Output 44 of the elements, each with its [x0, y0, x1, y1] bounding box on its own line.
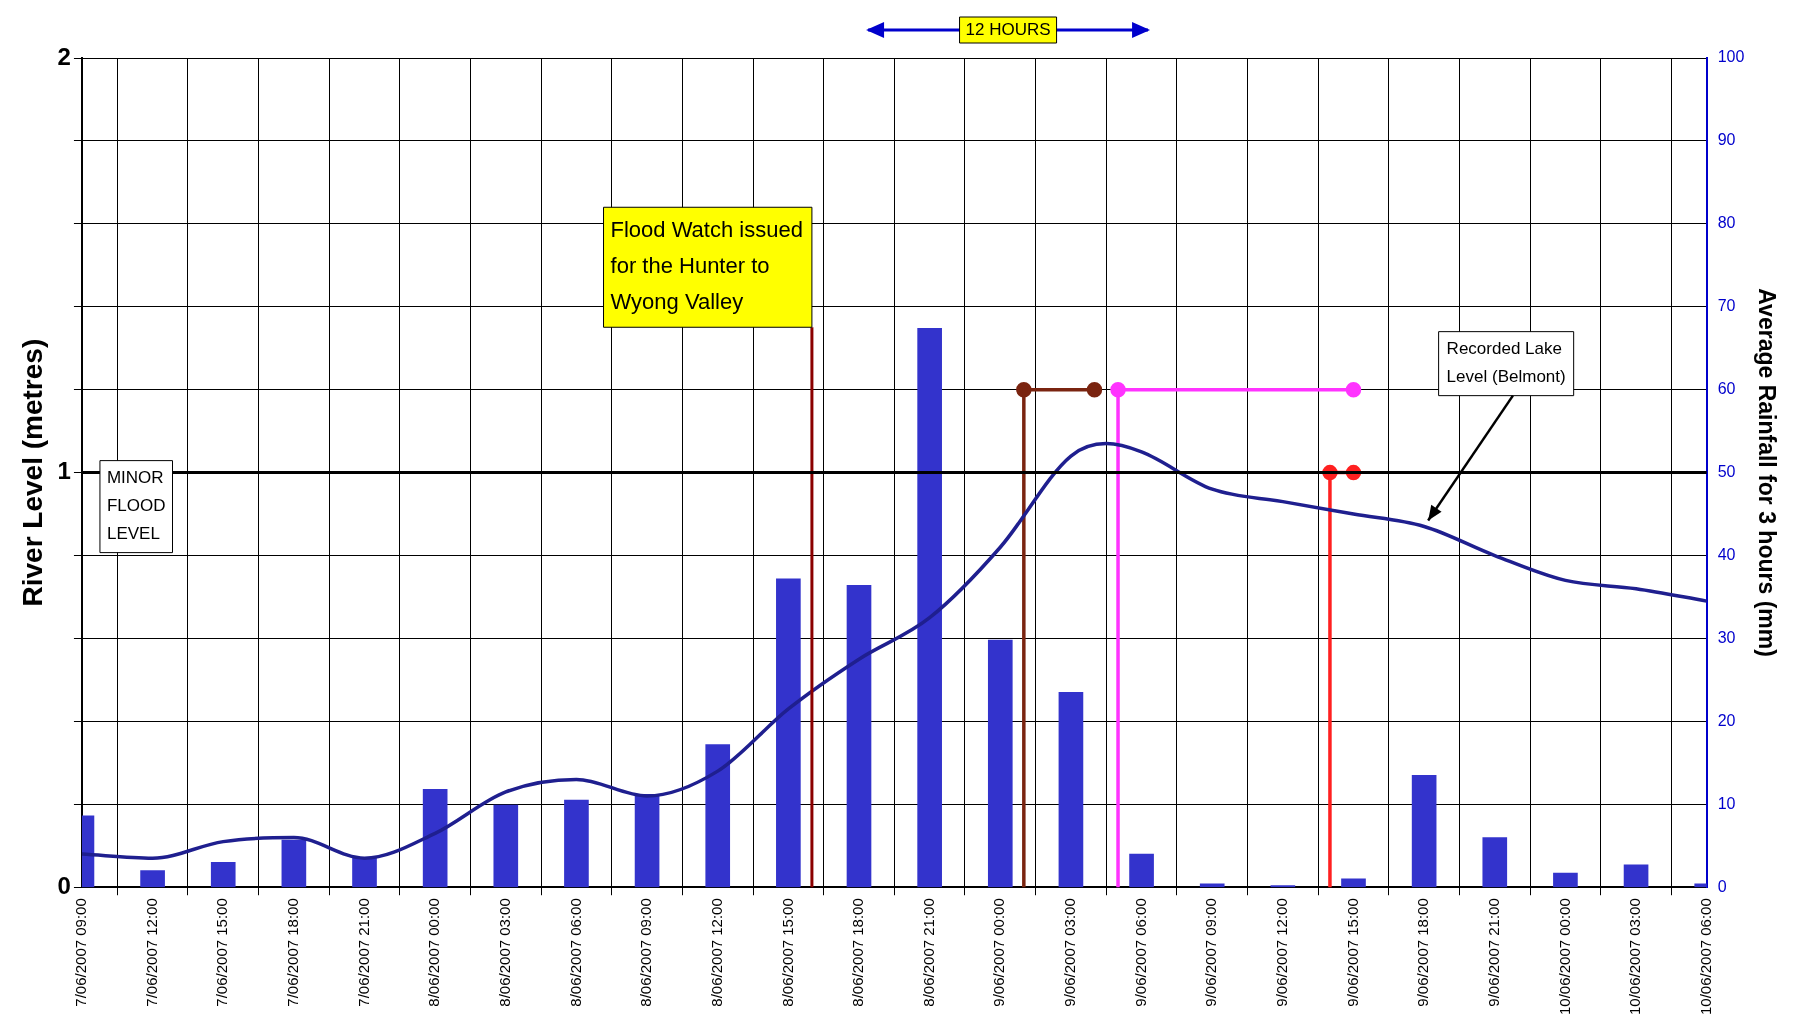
x-tick-label: 9/06/2007 03:00: [1061, 898, 1079, 1007]
y2-tick-label: 50: [1717, 463, 1736, 481]
text: 12 HOURS: [965, 19, 1051, 39]
y-tick-label: 0: [57, 871, 71, 899]
x-tick-label: 7/06/2007 18:00: [284, 898, 302, 1007]
y2-tick-label: 80: [1717, 214, 1736, 232]
x-tick-label: 8/06/2007 15:00: [778, 898, 796, 1007]
x-tick-label: 7/06/2007 12:00: [142, 898, 160, 1007]
y2-tick-label: 100: [1717, 48, 1745, 66]
x-tick-label: 9/06/2007 00:00: [990, 898, 1008, 1007]
x-tick-label: 8/06/2007 09:00: [637, 898, 655, 1007]
y-tick-label: 1: [57, 457, 71, 485]
x-tick-label: 9/06/2007 18:00: [1414, 898, 1432, 1007]
x-tick-label: 7/06/2007 15:00: [213, 898, 231, 1007]
x-tick-label: 9/06/2007 15:00: [1343, 898, 1361, 1007]
x-tick-label: 8/06/2007 03:00: [495, 898, 513, 1007]
x-tick-label: 8/06/2007 18:00: [849, 898, 867, 1007]
y2-tick-label: 60: [1717, 380, 1736, 398]
text: Recorded Lake Level (Belmont): [1446, 339, 1566, 387]
x-tick-label: 8/06/2007 12:00: [707, 898, 725, 1007]
x-tick-label: 9/06/2007 12:00: [1273, 898, 1290, 1007]
x-tick-label: 9/06/2007 21:00: [1484, 898, 1502, 1007]
x-tick-label: 7/06/2007 09:00: [72, 898, 90, 1007]
x-tick-label: 9/06/2007 09:00: [1202, 898, 1220, 1007]
y2-tick-label: 0: [1717, 877, 1727, 895]
ref-line-label: Flood Watch issued for the Hunter to Wyong Valley: [610, 217, 803, 315]
x-tick-label: 10/06/2007 03:00: [1626, 898, 1644, 1015]
x-tick-label: 9/06/2007 06:00: [1131, 898, 1149, 1007]
ref-line-label: MINOR FLOOD LEVEL: [106, 468, 166, 544]
y2-tick-label: 20: [1717, 711, 1736, 729]
y2-axis-title: Average Rainfall for 3 hours (mm): [1753, 288, 1780, 657]
x-tick-label: 8/06/2007 00:00: [425, 898, 443, 1007]
y2-tick-label: 40: [1717, 545, 1736, 563]
x-tick-label: 10/06/2007 06:00: [1696, 898, 1714, 1015]
x-tick-label: 10/06/2007 00:00: [1555, 898, 1573, 1015]
x-tick-label: 8/06/2007 06:00: [566, 898, 584, 1007]
y-axis-title: River Level (metres): [16, 338, 48, 607]
y2-tick-label: 70: [1717, 297, 1736, 315]
y2-tick-label: 10: [1717, 794, 1736, 812]
y2-tick-label: 90: [1717, 131, 1736, 149]
x-tick-label: 7/06/2007 21:00: [354, 898, 372, 1007]
y-tick-label: 2: [57, 42, 71, 70]
x-tick-label: 8/06/2007 21:00: [919, 898, 937, 1007]
y2-tick-label: 30: [1717, 628, 1736, 646]
